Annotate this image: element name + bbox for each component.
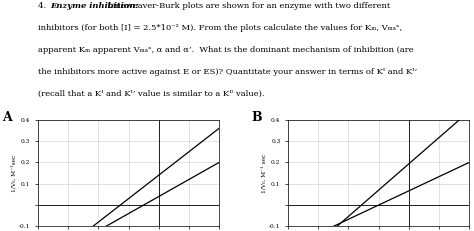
Text: Enzyme inhibition:: Enzyme inhibition: <box>50 2 138 10</box>
Text: inhibitors (for both [I] = 2.5*10⁻² M). From the plots calculate the values for : inhibitors (for both [I] = 2.5*10⁻² M). … <box>38 24 402 32</box>
Text: the inhibitors more active against E or ES)? Quantitate your answer in terms of : the inhibitors more active against E or … <box>38 68 417 76</box>
Text: 4.: 4. <box>38 2 51 10</box>
Y-axis label: 1/V₀, M⁻¹ sec: 1/V₀, M⁻¹ sec <box>261 153 266 193</box>
Text: B: B <box>252 111 263 124</box>
Text: A: A <box>2 111 11 124</box>
Text: apparent Kₘ apparent Vₘₐˣ, α and α’.  What is the dominant mechanism of inhibiti: apparent Kₘ apparent Vₘₐˣ, α and α’. Wha… <box>38 46 413 54</box>
Text: (recall that a Kᴵ and Kᴵ’ value is similar to a Kᴰ value).: (recall that a Kᴵ and Kᴵ’ value is simil… <box>38 90 264 98</box>
Y-axis label: 1/V₀, M⁻¹sec: 1/V₀, M⁻¹sec <box>10 155 16 192</box>
Text: Lineweaver-Burk plots are shown for an enzyme with two different: Lineweaver-Burk plots are shown for an e… <box>102 2 390 10</box>
